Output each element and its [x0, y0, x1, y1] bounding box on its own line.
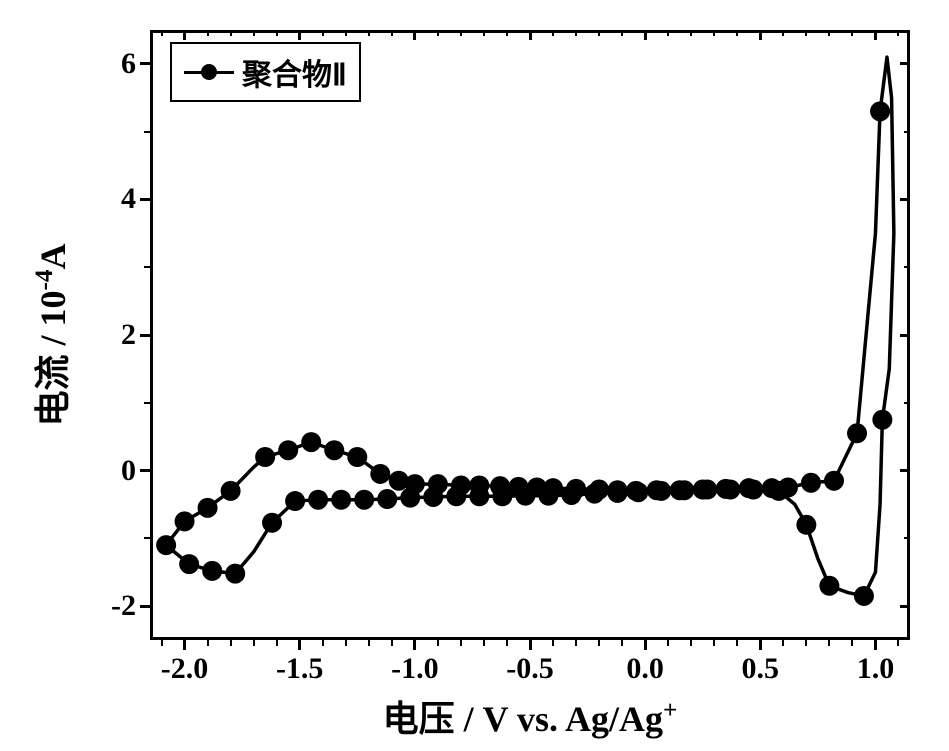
x-tick-label: 0.0: [615, 652, 675, 686]
x-label-sup: +: [663, 697, 677, 724]
legend: 聚合物Ⅱ: [170, 42, 361, 102]
y-tick-label: 4: [121, 182, 136, 216]
y-tick-label: 2: [121, 318, 136, 352]
y-label-sup: -4: [31, 270, 58, 291]
x-tick-label: -1.5: [270, 652, 330, 686]
y-label-pre: 电流 / 10: [33, 290, 73, 426]
x-tick-label: 0.5: [730, 652, 790, 686]
y-tick-label: -2: [111, 589, 136, 623]
x-tick-label: 1.0: [845, 652, 905, 686]
legend-circle-icon: [201, 64, 217, 80]
legend-sample: [184, 62, 234, 82]
x-tick-label: -0.5: [500, 652, 560, 686]
x-axis-label: 电压 / V vs. Ag/Ag+: [383, 690, 678, 742]
y-tick-label: 0: [121, 454, 136, 488]
y-axis-label: 电流 / 10-4A: [24, 244, 76, 427]
cv-chart: 聚合物Ⅱ 电流 / 10-4A 电压 / V vs. Ag/Ag+ -2.0 -1…: [0, 0, 949, 751]
x-label-pre: 电压 / V vs. Ag/Ag: [383, 699, 663, 739]
x-tick-label: -2.0: [155, 652, 215, 686]
legend-text: 聚合物Ⅱ: [242, 50, 347, 94]
chart-svg: [0, 0, 949, 751]
y-label-post: A: [33, 244, 73, 270]
x-tick-label: -1.0: [385, 652, 445, 686]
y-tick-label: 6: [121, 47, 136, 81]
